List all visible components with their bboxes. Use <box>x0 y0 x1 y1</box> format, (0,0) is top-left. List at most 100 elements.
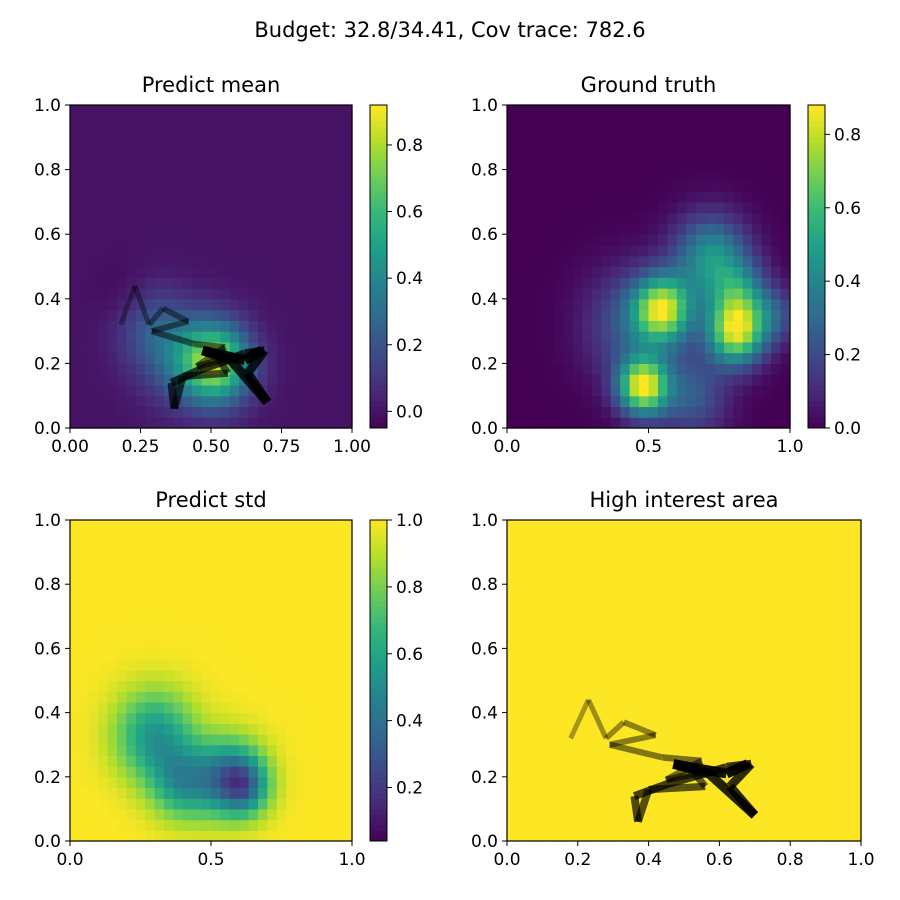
heatmap-cell <box>135 288 146 300</box>
heatmap-cell <box>117 520 127 532</box>
heatmap-cell <box>554 158 565 171</box>
heatmap-cell <box>164 406 174 418</box>
heatmap-cell <box>220 126 231 138</box>
heatmap-cell <box>723 234 734 246</box>
heatmap-cell <box>248 734 259 746</box>
heatmap-cell <box>695 830 709 842</box>
heatmap-cell <box>542 734 555 746</box>
heatmap-cell <box>98 126 109 138</box>
heatmap-cell <box>229 384 240 397</box>
heatmap-cell <box>554 320 565 332</box>
heatmap-cell <box>601 223 612 235</box>
heatmap-cell <box>507 584 520 596</box>
heatmap-cell <box>126 584 137 596</box>
heatmap-cell <box>657 288 668 300</box>
heatmap-cell <box>813 808 827 821</box>
heatmap-cell <box>258 115 268 128</box>
heatmap-cell <box>276 627 287 639</box>
heatmap-cell <box>117 266 127 278</box>
heatmap-cell <box>135 616 146 628</box>
heatmap-cell <box>563 234 574 246</box>
heatmap-cell <box>286 584 297 596</box>
heatmap-cell <box>126 573 137 585</box>
heatmap-cell <box>248 701 259 714</box>
heatmap-cell <box>705 126 716 138</box>
heatmap-cell <box>211 384 221 397</box>
heatmap-cell <box>636 734 650 746</box>
heatmap-cell <box>542 798 555 810</box>
heatmap-cell <box>563 126 574 138</box>
heatmap-cell <box>323 723 334 735</box>
heatmap-cell <box>164 712 174 724</box>
heatmap-cell <box>295 787 306 799</box>
heatmap-cell <box>192 331 203 343</box>
heatmap-cell <box>192 541 203 553</box>
heatmap-cell <box>507 126 518 138</box>
heatmap-cell <box>648 819 661 831</box>
panel-title: High interest area <box>589 488 778 512</box>
heatmap-cell <box>126 541 137 553</box>
heatmap-cell <box>601 169 612 181</box>
heatmap-cell <box>591 180 602 192</box>
heatmap-cell <box>126 552 137 564</box>
heatmap-cell <box>126 648 137 660</box>
heatmap-cell <box>813 734 827 746</box>
heatmap-cell <box>802 701 815 714</box>
path-segment <box>146 306 166 327</box>
heatmap-cell <box>295 105 306 117</box>
heatmap-cell <box>258 744 268 756</box>
heatmap-cell <box>258 288 268 300</box>
heatmap-cell <box>314 723 325 735</box>
heatmap-cell <box>229 605 240 617</box>
heatmap-cell <box>507 541 520 553</box>
heatmap-cell <box>98 212 109 225</box>
heatmap-cell <box>267 723 278 735</box>
heatmap-cell <box>314 395 325 408</box>
heatmap-cell <box>601 158 612 171</box>
heatmap-cell <box>790 819 803 831</box>
heatmap-cell <box>333 105 344 117</box>
heatmap-cell <box>182 148 193 160</box>
heatmap-cell <box>211 105 221 117</box>
heatmap-cell <box>342 637 353 649</box>
heatmap-cell <box>333 830 344 842</box>
heatmap-cell <box>79 352 90 364</box>
heatmap-cell <box>117 755 127 767</box>
heatmap-cell <box>239 406 250 418</box>
colorbar-band <box>808 325 825 332</box>
heatmap-cell <box>192 374 203 386</box>
heatmap-cell <box>79 830 90 842</box>
heatmap-cell <box>314 234 325 246</box>
heatmap-cell <box>70 787 80 799</box>
heatmap-cell <box>719 808 732 821</box>
heatmap-cell <box>333 137 344 149</box>
heatmap-cell <box>695 352 706 364</box>
heatmap-cell <box>582 105 593 117</box>
heatmap-cell <box>107 734 118 746</box>
heatmap-cell <box>802 798 815 810</box>
heatmap-cell <box>305 137 315 149</box>
heatmap-cell <box>743 701 756 714</box>
heatmap-cell <box>849 627 862 639</box>
heatmap-cell <box>305 223 315 235</box>
heatmap-cell <box>544 191 555 203</box>
heatmap-cell <box>629 417 640 429</box>
heatmap-cell <box>295 605 306 617</box>
heatmap-cell <box>98 530 109 542</box>
colorbar-band <box>808 105 825 111</box>
heatmap-cell <box>276 691 287 703</box>
heatmap-cell <box>220 819 231 831</box>
heatmap-cell <box>145 244 156 257</box>
heatmap-cell <box>258 627 268 639</box>
heatmap-cell <box>295 320 306 332</box>
path-segment <box>167 382 179 410</box>
heatmap-cell <box>154 680 165 692</box>
heatmap-cell <box>535 320 546 332</box>
heatmap-cell <box>813 520 827 532</box>
heatmap-cell <box>535 298 546 311</box>
heatmap-cell <box>761 212 772 225</box>
heatmap-cell <box>771 169 782 181</box>
heatmap-cell <box>276 137 287 149</box>
heatmap-cell <box>98 309 109 321</box>
heatmap-cell <box>201 734 212 746</box>
